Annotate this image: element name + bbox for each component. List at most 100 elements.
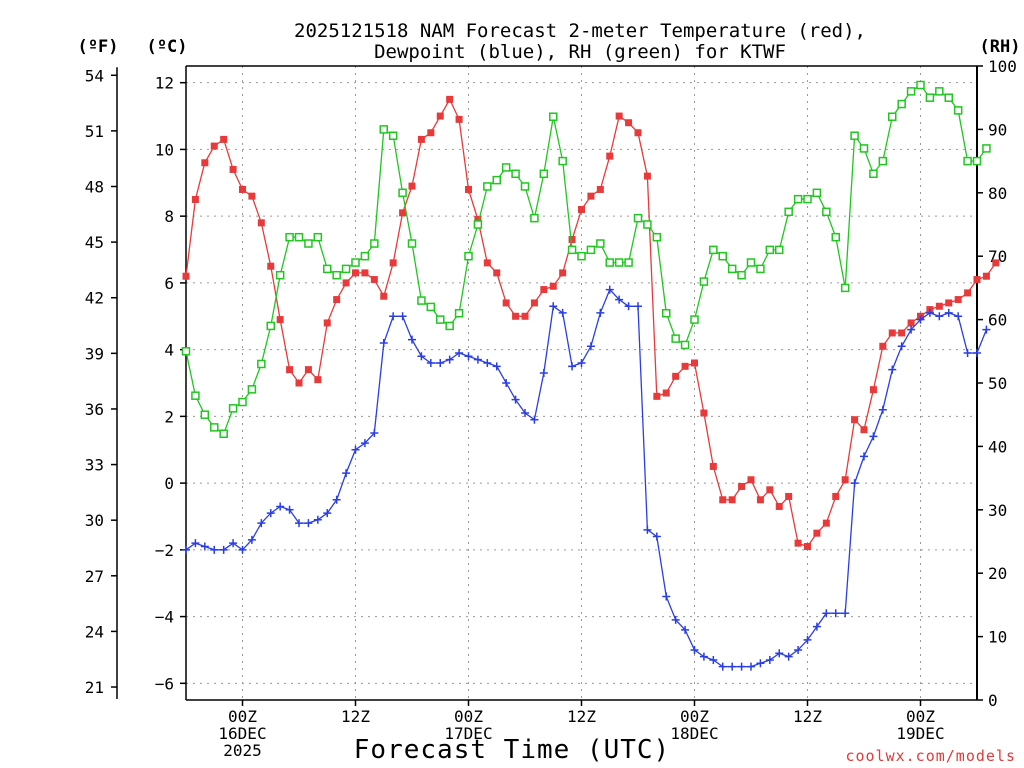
fahrenheit-tick-label: 36 (85, 400, 104, 419)
dewpoint-point (219, 545, 228, 554)
fahrenheit-tick-label: 45 (85, 233, 104, 252)
temperature-point (615, 112, 623, 120)
temperature-point (954, 296, 962, 304)
rh-tick-label: 80 (988, 184, 1007, 203)
rh-point (897, 99, 906, 109)
dewpoint-point (765, 655, 774, 664)
temperature-point (380, 292, 388, 300)
temperature-point (700, 409, 708, 417)
rh-point (407, 239, 417, 248)
dewpoint-point (944, 308, 953, 317)
dewpoint-point (681, 625, 690, 634)
rh-point (275, 270, 285, 280)
dewpoint-point (586, 342, 595, 351)
rh-point (935, 87, 944, 96)
rh-tick-label: 60 (988, 311, 1007, 330)
rh-tick-label: 10 (988, 628, 1007, 647)
temperature-point (399, 209, 407, 217)
temperature-point (681, 362, 689, 370)
dewpoint-point (313, 515, 322, 524)
rh-point (285, 232, 294, 242)
rh-point (746, 258, 756, 267)
celsius-tick-label: 6 (164, 274, 174, 293)
temperature-point (907, 319, 915, 327)
temperature-line-group (182, 95, 1000, 551)
rh-point (586, 245, 596, 255)
temperature-point (709, 462, 717, 470)
rh-point (633, 213, 643, 223)
temperature-point (257, 219, 265, 227)
temperature-point (888, 329, 896, 337)
dewpoint-line-group (182, 285, 991, 671)
rh-point (370, 239, 379, 248)
rh-point (888, 112, 897, 121)
temperature-point (992, 259, 1000, 267)
rh-tick-label: 40 (988, 437, 1007, 456)
dewpoint-point (812, 622, 821, 631)
rh-point (840, 283, 850, 293)
dewpoint-point (417, 352, 426, 361)
dewpoint-point (539, 368, 548, 377)
temperature-point (474, 215, 482, 223)
rh-point (680, 340, 690, 350)
rh-point (869, 169, 878, 179)
fahrenheit-tick-label: 48 (85, 177, 104, 196)
rh-point (878, 156, 888, 166)
dewpoint-point (342, 469, 351, 478)
rh-point (784, 207, 793, 217)
temperature-point (822, 519, 830, 527)
dewpoint-point (511, 395, 520, 404)
x-tick-label: 2025 (223, 741, 262, 760)
temperature-point (483, 259, 491, 267)
temperature-point (417, 135, 425, 143)
dewpoint-point (266, 509, 275, 518)
dewpoint-point (803, 635, 812, 644)
rh-point (596, 239, 605, 248)
temperature-point (898, 329, 906, 337)
temperature-point (333, 296, 341, 304)
dewpoint-point (907, 325, 916, 334)
temperature-point (756, 496, 764, 504)
celsius-tick-label: 0 (164, 474, 174, 493)
dewpoint-point (379, 338, 388, 347)
dewpoint-point (822, 609, 831, 618)
temperature-point (314, 376, 322, 384)
rh-point (982, 144, 991, 153)
dewpoint-point (850, 479, 859, 488)
temperature-point (276, 316, 284, 324)
rh-point (577, 251, 586, 261)
dewpoint-point (210, 545, 219, 554)
dewpoint-point (963, 348, 972, 357)
credit-text: coolwx.com/models (845, 747, 1016, 765)
temperature-point (220, 135, 228, 143)
x-axis-label: Forecast Time (UTC) (354, 735, 670, 765)
fahrenheit-tick-label: 24 (85, 622, 104, 641)
x-tick-label: 00Z (680, 707, 709, 726)
dewpoint-point (925, 308, 934, 317)
dewpoint-point (200, 542, 209, 551)
dewpoint-point (869, 432, 878, 441)
rh-point (313, 232, 323, 242)
temperature-point (662, 389, 670, 397)
dewpoint-point (615, 295, 624, 304)
dewpoint-point (436, 358, 445, 367)
temperature-point (267, 262, 275, 270)
rh-point (953, 106, 963, 115)
temperature-point (446, 95, 454, 103)
rh-point (492, 175, 501, 185)
dewpoint-point (671, 615, 680, 624)
rh-point (304, 239, 313, 248)
rh-point (210, 423, 219, 432)
celsius-tick-label: −2 (155, 541, 174, 560)
celsius-tick-label: 2 (164, 407, 174, 426)
celsius-tick-label: 10 (155, 140, 174, 159)
axes: 121086420−2−4−65451484542393633302724211… (85, 57, 1017, 760)
dewpoint-point (483, 358, 492, 367)
x-tick-label: 12Z (341, 707, 370, 726)
temperature-point (578, 205, 585, 213)
temperature-point (323, 319, 331, 327)
temperature-point (851, 416, 859, 424)
dewpoint-point (191, 539, 200, 548)
dewpoint-point (295, 519, 303, 528)
rh-point (916, 80, 925, 90)
